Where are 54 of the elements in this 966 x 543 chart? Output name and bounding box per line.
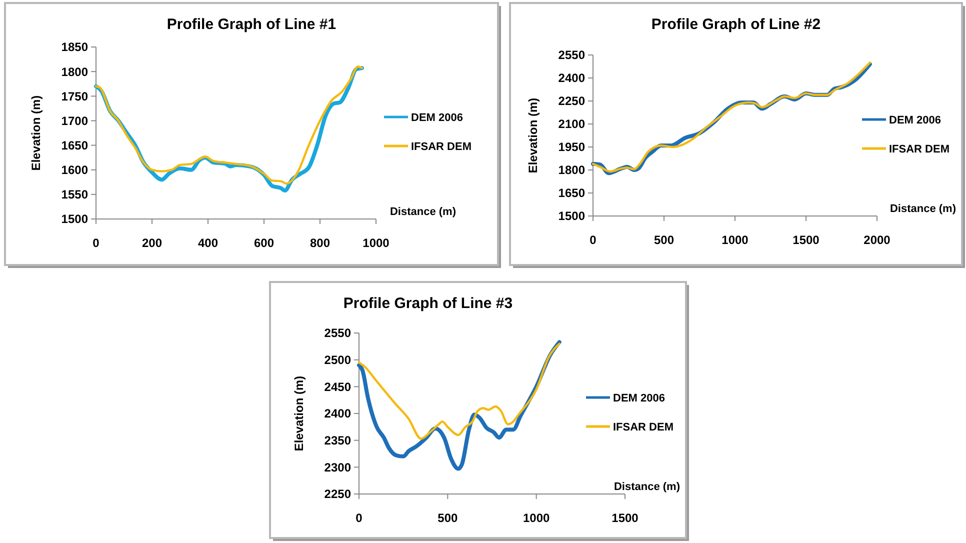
y-tick-label: 1650 <box>558 186 586 200</box>
y-tick-label: 1500 <box>61 212 88 226</box>
y-tick-label: 1550 <box>61 188 88 202</box>
y-axis-title: Elevation (m) <box>292 376 306 452</box>
x-tick-label: 500 <box>438 511 458 525</box>
legend-label: DEM 2006 <box>889 114 941 126</box>
y-tick-label: 1800 <box>558 163 586 178</box>
x-tick-label: 200 <box>142 236 162 250</box>
x-tick-label: 800 <box>310 236 330 250</box>
y-tick-label: 1800 <box>61 64 88 79</box>
x-tick-label: 1000 <box>722 233 749 247</box>
legend-label: IFSAR DEM <box>889 143 950 156</box>
legend-label: DEM 2006 <box>411 112 463 124</box>
y-tick-label: 2450 <box>324 380 352 394</box>
y-axis-title: Elevation (m) <box>29 95 43 171</box>
y-tick-label: 2550 <box>558 48 586 62</box>
line-series <box>358 342 560 440</box>
y-tick-label: 1700 <box>61 114 88 128</box>
x-tick-label: 1000 <box>362 236 390 250</box>
legend-label: IFSAR DEM <box>613 421 674 434</box>
y-tick-label: 2250 <box>324 487 352 502</box>
x-axis-title: Distance (m) <box>890 203 956 215</box>
chart-title: Profile Graph of Line #1 <box>166 16 336 33</box>
legend-label: IFSAR DEM <box>411 140 472 153</box>
y-tick-label: 1650 <box>61 138 88 152</box>
y-tick-label: 1500 <box>558 209 586 224</box>
y-axis-title: Elevation (m) <box>526 98 540 174</box>
x-tick-label: 600 <box>254 236 274 250</box>
x-tick-label: 400 <box>198 236 218 250</box>
y-tick-label: 1850 <box>61 40 88 54</box>
x-tick-label: 500 <box>654 233 674 247</box>
y-tick-label: 2350 <box>324 434 352 448</box>
y-tick-label: 2400 <box>324 406 352 421</box>
y-tick-label: 2550 <box>324 326 352 340</box>
chart-title: Profile Graph of Line #2 <box>651 16 821 33</box>
x-tick-label: 1500 <box>612 511 639 525</box>
x-tick-label: 0 <box>92 236 100 250</box>
x-tick-label: 0 <box>356 511 363 525</box>
legend-label: DEM 2006 <box>613 392 665 404</box>
x-tick-label: 1000 <box>522 511 550 525</box>
y-tick-label: 1750 <box>61 89 88 104</box>
y-tick-label: 1950 <box>558 140 586 154</box>
x-tick-label: 0 <box>590 233 597 247</box>
chart-title: Profile Graph of Line #3 <box>343 295 513 312</box>
y-tick-label: 2100 <box>558 117 586 132</box>
x-axis-title: Distance (m) <box>390 206 456 218</box>
y-tick-label: 1600 <box>61 163 88 178</box>
x-tick-label: 1500 <box>792 233 820 247</box>
x-axis-title: Distance (m) <box>614 481 680 493</box>
y-tick-label: 2300 <box>324 460 352 474</box>
y-tick-label: 2250 <box>558 94 586 108</box>
y-tick-label: 2400 <box>558 71 586 86</box>
y-tick-label: 2500 <box>324 353 352 368</box>
x-tick-label: 2000 <box>864 233 891 247</box>
